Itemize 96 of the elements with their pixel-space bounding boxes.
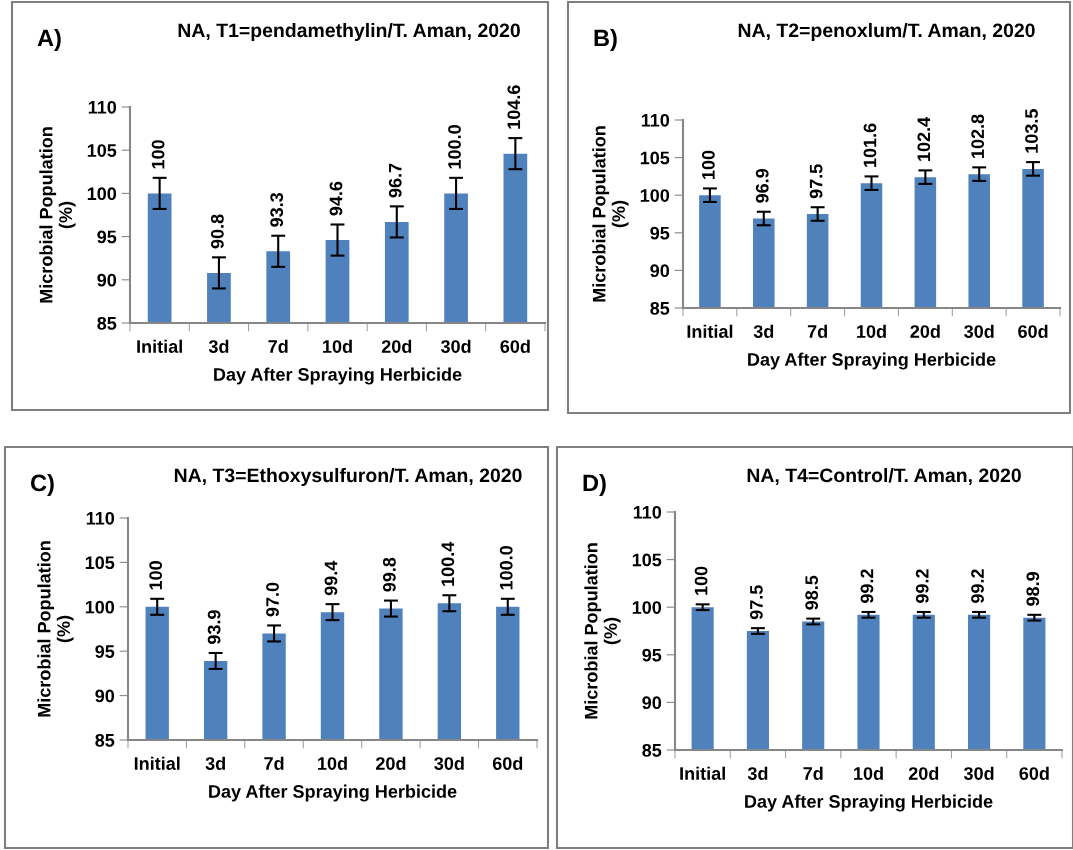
x-tick-label: 7d: [268, 339, 288, 353]
data-label: 102.8: [971, 114, 985, 158]
data-label: 100: [151, 140, 165, 169]
data-label: 94.6: [329, 181, 343, 216]
x-tick-label: 10d: [318, 756, 347, 770]
y-tick-label: 85: [97, 316, 117, 330]
data-label: 96.7: [388, 163, 402, 198]
y-tick-label: 90: [97, 273, 117, 287]
chart-title: NA, T2=penoxlum/T. Aman, 2020: [738, 22, 1035, 42]
x-tick-label: 60d: [492, 756, 523, 770]
x-tick-label: 10d: [854, 766, 883, 780]
x-tick-label: 7d: [803, 766, 823, 780]
data-label: 98.9: [1026, 572, 1040, 606]
x-tick-label: 3d: [205, 756, 225, 770]
y-tick-label: 105: [85, 556, 115, 570]
x-axis-title: Day After Spraying Herbicide: [214, 367, 462, 385]
data-label: 99.2: [915, 569, 929, 603]
data-label: 100: [694, 566, 708, 595]
x-tick-label: 60d: [1018, 324, 1048, 338]
x-tick-label: 60d: [500, 339, 530, 353]
data-label: 100.0: [499, 546, 513, 590]
data-label: 100.0: [448, 125, 461, 169]
chart-title: NA, T4=Control/T. Aman, 2020: [747, 467, 1021, 486]
y-tick-label: 105: [640, 151, 670, 165]
y-tick-label: 90: [95, 689, 115, 703]
y-tick-label: 105: [632, 553, 662, 567]
data-label: 93.3: [270, 192, 284, 227]
data-label: 99.2: [971, 569, 984, 603]
data-label: 102.4: [917, 116, 931, 161]
x-axis-title: Day After Spraying Herbicide: [745, 794, 993, 812]
data-label: 97.5: [749, 585, 763, 620]
y-tick-label: 100: [87, 187, 117, 201]
text: C): [30, 473, 54, 497]
text: D): [583, 473, 606, 497]
y-tick-label: 90: [642, 696, 662, 710]
y-tick-label: 110: [86, 511, 115, 525]
data-label: 99.8: [382, 557, 396, 592]
x-tick-label: 20d: [910, 324, 940, 338]
text: B): [594, 29, 617, 51]
x-tick-label: 30d: [963, 766, 994, 780]
data-label: 103.5: [1025, 109, 1038, 153]
data-label: 99.4: [324, 560, 338, 596]
chart-title: NA, T3=Ethoxysulfuron/T. Aman, 2020: [174, 467, 522, 487]
data-label: 101.6: [863, 123, 877, 167]
data-label: 96.9: [755, 168, 769, 203]
y-tick-label: 105: [87, 144, 117, 157]
y-tick-label: 100: [640, 189, 670, 202]
y-axis-title: Microbial Population (%): [592, 126, 629, 302]
data-label: 100: [701, 150, 715, 179]
y-tick-label: 90: [650, 264, 670, 278]
chart-title: NA, T1=pendamethylin/T. Aman, 2020: [178, 22, 520, 42]
data-label: 100: [149, 561, 163, 590]
data-label: 100.4: [441, 541, 455, 586]
y-tick-label: 95: [97, 230, 117, 244]
x-tick-label: 30d: [964, 324, 994, 338]
x-tick-label: 3d: [747, 766, 768, 780]
data-label: 97.0: [266, 582, 279, 617]
x-tick-label: Initial: [680, 766, 725, 780]
data-label: 90.8: [210, 214, 224, 249]
y-tick-label: 95: [95, 645, 115, 658]
x-tick-label: 3d: [208, 339, 229, 353]
y-tick-label: 85: [642, 743, 662, 757]
x-axis-title: Day After Spraying Herbicide: [748, 352, 996, 370]
y-tick-label: 110: [641, 113, 670, 127]
x-tick-label: 30d: [440, 339, 471, 353]
data-label: 98.5: [805, 575, 819, 610]
data-label: 93.9: [207, 610, 221, 645]
x-tick-label: 60d: [1019, 766, 1049, 780]
x-tick-label: 20d: [376, 756, 406, 770]
y-tick-label: 95: [642, 648, 662, 662]
x-tick-label: Initial: [687, 324, 733, 338]
x-tick-label: Initial: [137, 339, 182, 353]
x-axis-title: Day After Spraying Herbicide: [209, 784, 457, 802]
y-tick-label: 100: [85, 600, 115, 614]
text: A): [37, 29, 61, 51]
x-tick-label: 30d: [434, 756, 464, 770]
y-tick-label: 110: [88, 100, 117, 114]
data-label: 104.6: [507, 85, 521, 129]
x-tick-label: 3d: [753, 324, 774, 338]
y-axis-title: Microbial Population (%): [39, 127, 76, 303]
x-tick-label: 7d: [264, 756, 284, 770]
y-tick-label: 85: [95, 733, 115, 747]
x-tick-label: 20d: [908, 766, 939, 780]
x-tick-label: Initial: [134, 756, 180, 770]
x-tick-label: 20d: [381, 339, 412, 353]
y-axis-title: Microbial Population (%): [584, 543, 621, 719]
y-tick-label: 95: [650, 226, 670, 240]
y-tick-label: 100: [632, 601, 662, 614]
x-tick-label: 10d: [857, 324, 886, 338]
x-tick-label: 10d: [323, 339, 352, 353]
data-label: 99.2: [860, 569, 874, 603]
y-tick-label: 85: [650, 301, 670, 315]
data-label: 97.5: [809, 164, 823, 199]
y-axis-title: Microbial Population (%): [37, 541, 74, 717]
x-tick-label: 7d: [807, 324, 827, 338]
y-tick-label: 110: [633, 505, 662, 519]
